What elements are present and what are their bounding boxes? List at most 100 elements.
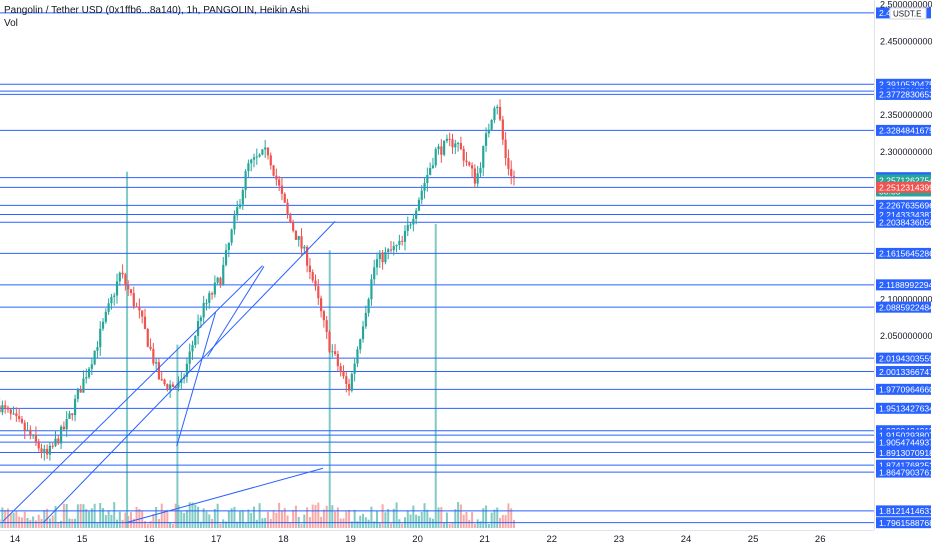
volume-bar <box>289 522 292 528</box>
price-label-bg <box>876 247 931 259</box>
volume-bar <box>132 518 135 528</box>
candle-body <box>96 347 99 351</box>
volume-bar <box>110 514 113 528</box>
candle-body <box>443 140 446 155</box>
volume-bar <box>236 521 239 528</box>
candle-body <box>54 438 57 446</box>
volume-bar <box>255 519 258 528</box>
candle-body <box>333 351 337 355</box>
volume-bar <box>230 508 233 528</box>
candle-body <box>62 426 65 430</box>
volume-bar <box>415 514 418 528</box>
volume-bar <box>334 511 337 528</box>
price-label: 2.1188992294 <box>879 280 932 290</box>
candle-body <box>440 146 443 155</box>
volume-bar <box>322 509 325 528</box>
price-label-bg <box>876 383 931 395</box>
candle-body <box>216 277 219 283</box>
volume-bar <box>113 502 116 528</box>
volume-bar <box>180 511 183 528</box>
candle-body <box>241 190 244 205</box>
candle-body <box>124 274 127 285</box>
candle-body <box>87 368 91 378</box>
volume-bar <box>43 510 46 528</box>
volume-bar <box>510 508 513 528</box>
candle-body <box>185 363 189 377</box>
candle-body <box>395 244 398 247</box>
candle-body <box>26 429 29 431</box>
candle-body <box>459 143 462 149</box>
candle-body <box>138 306 141 311</box>
candle-body <box>473 168 476 184</box>
volume-spike <box>434 224 437 528</box>
trend-line <box>176 311 217 447</box>
volume-bar <box>62 503 65 528</box>
volume-bar <box>183 513 186 528</box>
volume-bar <box>437 507 440 528</box>
candle-body <box>37 441 40 449</box>
volume-bar <box>34 520 37 528</box>
candle-body <box>258 154 261 157</box>
price-axis-layer: 2.5000000000 2.4500000000 2.3500000000 2.30… <box>874 0 932 550</box>
trend-line <box>207 266 265 357</box>
candle-body <box>59 426 63 444</box>
candle-body <box>294 230 298 240</box>
y-tick-label: 2.4500000000 <box>880 36 932 46</box>
volume-bar <box>157 518 160 528</box>
price-label: 1.8647903761 <box>879 467 932 477</box>
candle-body <box>264 147 267 150</box>
volume-bar <box>205 511 208 528</box>
candle-body <box>406 224 409 232</box>
price-label: 2.0885922484 <box>879 302 932 312</box>
candle-body <box>375 259 379 268</box>
candle-body <box>157 362 161 380</box>
candle-body <box>1 405 4 413</box>
volume-bar <box>15 511 18 528</box>
candle-body <box>384 252 387 263</box>
volume-bar <box>129 512 132 528</box>
trend-line <box>2 265 263 522</box>
x-tick-label: 16 <box>144 534 155 545</box>
trend-lines-layer <box>2 221 336 524</box>
candle-body <box>322 311 325 321</box>
candle-body <box>426 174 429 183</box>
candle-body <box>6 407 10 410</box>
candle-body <box>275 175 278 180</box>
candle-body <box>34 434 38 442</box>
x-tick-label: 17 <box>211 534 222 545</box>
volume-bar <box>213 508 216 528</box>
volume-bar <box>233 506 236 528</box>
volume-bar <box>143 521 146 528</box>
volume-bar <box>54 505 57 528</box>
candle-body <box>18 416 21 419</box>
candle-body <box>317 286 320 299</box>
x-tick-label: 20 <box>412 534 423 545</box>
volume-bar <box>76 504 79 528</box>
volume-bar <box>311 504 314 528</box>
candle-body <box>71 413 74 416</box>
volume-bar <box>116 519 119 528</box>
candle-body <box>297 236 300 240</box>
candle-body <box>353 363 356 374</box>
volume-bar <box>48 518 51 528</box>
candle-body <box>283 193 286 203</box>
candle-body <box>9 409 12 414</box>
volume-bar <box>0 519 1 528</box>
volume-bar <box>225 521 228 528</box>
candle-body <box>143 316 147 329</box>
candle-body <box>99 328 102 348</box>
candle-body <box>227 242 230 250</box>
volume-bar <box>423 503 426 528</box>
volume-bar <box>90 508 93 528</box>
candle-body <box>48 445 52 455</box>
candle-body <box>252 157 256 160</box>
candle-body <box>210 293 214 295</box>
volume-bar <box>362 513 365 528</box>
candle-body <box>191 345 194 352</box>
volume-bar <box>409 514 412 528</box>
candle-body <box>387 249 390 253</box>
volume-bar <box>141 510 144 528</box>
volume-bar <box>166 509 169 528</box>
volume-bar <box>199 521 202 528</box>
